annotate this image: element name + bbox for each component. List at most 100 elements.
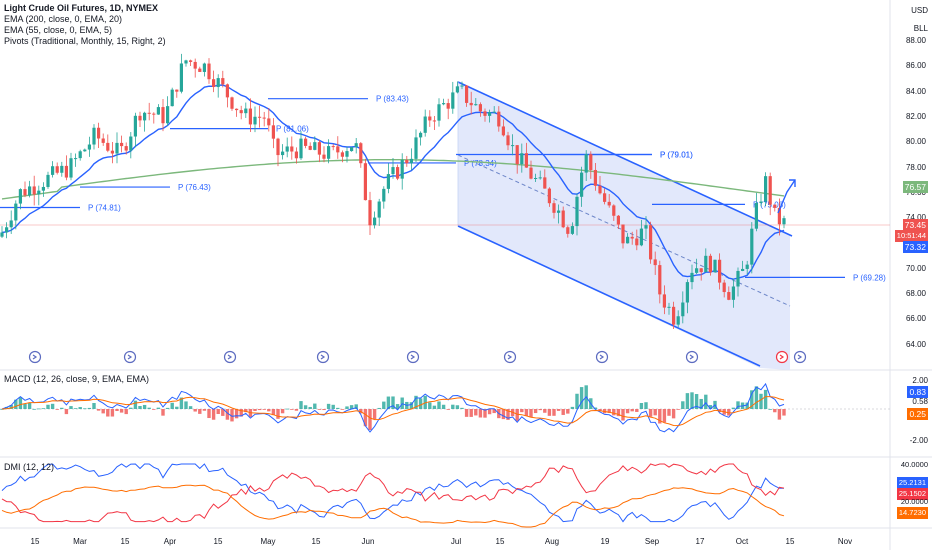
candle-body[interactable] xyxy=(350,147,354,152)
candle-body[interactable] xyxy=(580,172,584,197)
candle-body[interactable] xyxy=(55,166,59,173)
candle-body[interactable] xyxy=(534,177,538,179)
candle-body[interactable] xyxy=(304,138,308,146)
candle-body[interactable] xyxy=(64,165,68,178)
indicator-ema-200[interactable]: EMA (200, close, 0, EMA, 20) xyxy=(4,14,123,24)
candle-body[interactable] xyxy=(552,203,556,213)
candle-body[interactable] xyxy=(764,176,768,202)
candle-body[interactable] xyxy=(248,108,252,125)
candle-body[interactable] xyxy=(676,316,680,325)
candle-body[interactable] xyxy=(198,68,202,72)
candle-body[interactable] xyxy=(331,146,335,148)
candle-body[interactable] xyxy=(391,167,395,175)
candle-body[interactable] xyxy=(681,302,685,317)
candle-body[interactable] xyxy=(101,138,105,143)
candle-body[interactable] xyxy=(262,117,266,119)
candle-body[interactable] xyxy=(589,154,593,170)
candle-body[interactable] xyxy=(593,169,597,186)
candle-body[interactable] xyxy=(520,153,524,165)
candle-body[interactable] xyxy=(5,227,9,233)
candle-body[interactable] xyxy=(267,118,271,126)
dmi-label[interactable]: DMI (12, 12) xyxy=(4,462,55,472)
event-marker-icon[interactable] xyxy=(595,350,609,364)
candle-body[interactable] xyxy=(612,205,616,216)
candle-body[interactable] xyxy=(212,79,216,88)
candle-body[interactable] xyxy=(359,143,363,164)
candle-body[interactable] xyxy=(23,189,27,196)
candle-body[interactable] xyxy=(386,174,390,189)
candle-body[interactable] xyxy=(253,116,257,125)
candle-body[interactable] xyxy=(9,220,13,228)
candle-body[interactable] xyxy=(603,193,607,202)
candle-body[interactable] xyxy=(354,143,358,148)
candle-body[interactable] xyxy=(409,158,413,164)
candle-body[interactable] xyxy=(474,104,478,106)
candle-body[interactable] xyxy=(0,232,4,237)
candle-body[interactable] xyxy=(363,163,367,201)
candle-body[interactable] xyxy=(156,107,160,115)
candle-body[interactable] xyxy=(754,202,758,229)
candle-body[interactable] xyxy=(115,142,119,154)
candle-body[interactable] xyxy=(184,60,188,64)
candle-body[interactable] xyxy=(667,306,671,308)
candle-body[interactable] xyxy=(428,116,432,121)
dmi-minus-line[interactable] xyxy=(1,463,785,523)
candle-body[interactable] xyxy=(133,115,137,137)
candle-body[interactable] xyxy=(598,185,602,194)
candle-body[interactable] xyxy=(51,166,55,175)
candle-body[interactable] xyxy=(722,282,726,293)
candle-body[interactable] xyxy=(750,228,754,265)
candle-body[interactable] xyxy=(584,154,588,173)
candle-body[interactable] xyxy=(14,203,18,221)
candle-body[interactable] xyxy=(271,125,275,139)
candle-body[interactable] xyxy=(179,63,183,92)
macd-line[interactable] xyxy=(1,382,785,433)
candle-body[interactable] xyxy=(46,174,50,187)
candle-body[interactable] xyxy=(41,186,45,191)
indicator-ema-55[interactable]: EMA (55, close, 0, EMA, 5) xyxy=(4,25,113,35)
channel-upper-line[interactable] xyxy=(457,81,793,237)
candle-body[interactable] xyxy=(414,137,418,159)
symbol-title[interactable]: Light Crude Oil Futures, 1D, NYMEX xyxy=(4,3,159,13)
candle-body[interactable] xyxy=(258,116,262,118)
candle-body[interactable] xyxy=(469,102,473,106)
candle-body[interactable] xyxy=(575,196,579,227)
event-marker-icon[interactable] xyxy=(406,350,420,364)
event-marker-icon[interactable] xyxy=(223,350,237,364)
candle-body[interactable] xyxy=(478,104,482,112)
candle-body[interactable] xyxy=(294,151,298,159)
candle-body[interactable] xyxy=(32,186,36,195)
candle-body[interactable] xyxy=(704,255,708,273)
candle-body[interactable] xyxy=(524,153,528,168)
candle-body[interactable] xyxy=(727,292,731,300)
candle-body[interactable] xyxy=(538,177,542,179)
candle-body[interactable] xyxy=(635,238,639,246)
candle-body[interactable] xyxy=(501,126,505,136)
candle-body[interactable] xyxy=(340,152,344,157)
candle-body[interactable] xyxy=(322,154,326,159)
candle-body[interactable] xyxy=(92,127,96,145)
candle-body[interactable] xyxy=(745,264,749,269)
candle-body[interactable] xyxy=(570,226,574,234)
candle-body[interactable] xyxy=(455,86,459,93)
candle-body[interactable] xyxy=(189,60,193,62)
candle-body[interactable] xyxy=(405,159,409,164)
candle-body[interactable] xyxy=(529,167,533,179)
candle-body[interactable] xyxy=(317,142,321,155)
candle-body[interactable] xyxy=(110,150,114,154)
candle-body[interactable] xyxy=(699,268,703,273)
candle-body[interactable] xyxy=(658,265,662,295)
candle-body[interactable] xyxy=(345,151,349,157)
event-marker-icon[interactable] xyxy=(316,350,330,364)
indicator-pivots[interactable]: Pivots (Traditional, Monthly, 15, Right,… xyxy=(4,36,166,46)
candle-body[interactable] xyxy=(713,259,717,273)
candle-body[interactable] xyxy=(759,201,763,203)
event-marker-icon[interactable] xyxy=(793,350,807,364)
price-axis[interactable]: USD BLL 88.00 86.00 84.00 82.00 80.00 78.00 76… xyxy=(890,0,932,550)
candle-body[interactable] xyxy=(561,210,565,228)
candle-body[interactable] xyxy=(741,268,745,271)
candle-body[interactable] xyxy=(773,204,777,208)
candle-body[interactable] xyxy=(193,61,197,69)
candle-body[interactable] xyxy=(690,272,694,283)
